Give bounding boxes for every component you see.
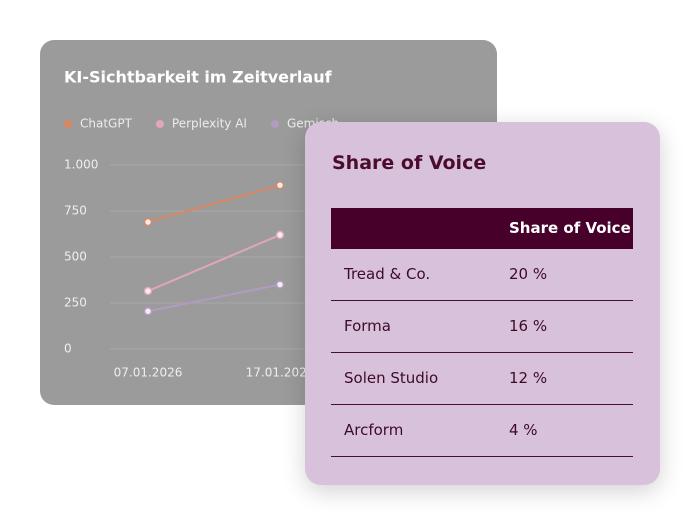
y-tick-label: 250	[64, 296, 87, 310]
series-line	[147, 184, 281, 224]
legend-marker	[270, 120, 279, 128]
table-cell: 16 %	[509, 317, 548, 335]
y-tick-label: 1.000	[64, 158, 98, 172]
table-cell: 12 %	[509, 369, 548, 387]
table-cell: Solen Studio	[344, 369, 439, 387]
x-tick-label: 07.01.2026	[114, 366, 183, 380]
data-point	[143, 307, 153, 316]
y-tick-label: 0	[64, 342, 72, 356]
series-line	[147, 283, 281, 313]
table-cell: 4 %	[509, 421, 538, 439]
series-line	[147, 233, 281, 292]
table-row: Solen Studio 12 %	[331, 353, 633, 405]
x-tick-label: 17.01.2026	[246, 366, 315, 380]
table-title: Share of Voice	[332, 152, 487, 174]
y-tick-label: 750	[64, 204, 87, 218]
column-header: Share of Voice	[509, 219, 631, 237]
legend-label: ChatGPT	[80, 117, 133, 131]
table-card: Share of Voice Share of Voice Tread & Co…	[305, 122, 660, 485]
table-cell: 20 %	[509, 265, 548, 283]
data-point	[275, 280, 285, 289]
table-row: Arcform 4 %	[331, 405, 633, 457]
data-point	[275, 230, 285, 240]
chart-title: KI-Sichtbarkeit im Zeitverlauf	[64, 68, 333, 87]
table-row: Tread & Co. 20 %	[331, 249, 633, 301]
table-header: Share of Voice	[331, 208, 633, 249]
data-point	[143, 217, 153, 227]
y-tick-label: 500	[64, 250, 87, 264]
data-point	[143, 286, 153, 296]
table-cell: Tread & Co.	[344, 265, 431, 283]
legend-marker	[155, 120, 164, 128]
table-cell: Forma	[344, 317, 391, 335]
legend-label: Perplexity AI	[172, 117, 247, 131]
table-cell: Arcform	[344, 421, 404, 439]
legend-marker	[64, 120, 72, 128]
data-point	[275, 180, 285, 190]
table-row: Forma 16 %	[331, 301, 633, 353]
